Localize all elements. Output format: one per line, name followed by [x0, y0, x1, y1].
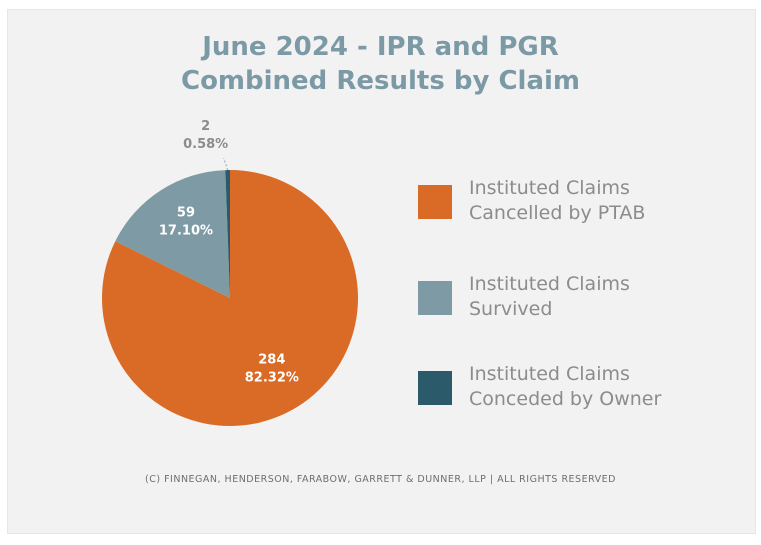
legend-label-conceded-line1: Instituted Claims [469, 363, 630, 385]
slice-label-conceded: 2 0.58% [183, 119, 228, 152]
legend-swatch-survived [418, 281, 452, 315]
legend-item-conceded: Instituted Claims Conceded by Owner [418, 362, 738, 416]
slice-percent-label-conceded: 0.58% [183, 137, 228, 152]
slice-percent-label-cancelled: 82.32% [245, 370, 299, 385]
pie-slice-conceded [225, 170, 230, 298]
pie-labels: 284 82.32% 59 17.10% 2 0.58% [159, 119, 299, 385]
legend-label-survived-line1: Instituted Claims [469, 273, 630, 295]
legend-label-cancelled: Instituted Claims Cancelled by PTAB [469, 176, 739, 226]
legend-swatch-conceded [418, 371, 452, 405]
legend-label-survived-line2: Survived [469, 298, 553, 320]
slice-value-label-cancelled: 284 [258, 352, 285, 367]
pie-slices [102, 170, 359, 426]
chart-title-line2: Combined Results by Claim [180, 66, 581, 96]
legend-item-survived: Instituted Claims Survived [418, 272, 738, 326]
legend-label-conceded: Instituted Claims Conceded by Owner [469, 362, 739, 412]
slice-value-label-survived: 59 [177, 206, 195, 221]
copyright-footer: (C) FINNEGAN, HENDERSON, FARABOW, GARRET… [145, 474, 616, 485]
pie-slice-survived [115, 170, 230, 298]
legend-label-cancelled-line1: Instituted Claims [469, 177, 630, 199]
legend-item-cancelled: Instituted Claims Cancelled by PTAB [418, 176, 738, 230]
legend-swatch-cancelled [418, 185, 452, 219]
slice-value-label-conceded: 2 [201, 119, 210, 134]
slice-leader-line-conceded [223, 157, 229, 171]
legend-label-cancelled-line2: Cancelled by PTAB [469, 202, 646, 224]
chart-title-line1: June 2024 - IPR and PGR [202, 32, 559, 62]
slice-label-cancelled: 284 82.32% [245, 352, 299, 385]
chart-title: June 2024 - IPR and PGR Combined Results… [0, 30, 761, 98]
slice-label-survived: 59 17.10% [159, 206, 213, 239]
slice-percent-label-survived: 17.10% [159, 224, 213, 239]
legend-label-survived: Instituted Claims Survived [469, 272, 739, 322]
legend-label-conceded-line2: Conceded by Owner [469, 388, 662, 410]
